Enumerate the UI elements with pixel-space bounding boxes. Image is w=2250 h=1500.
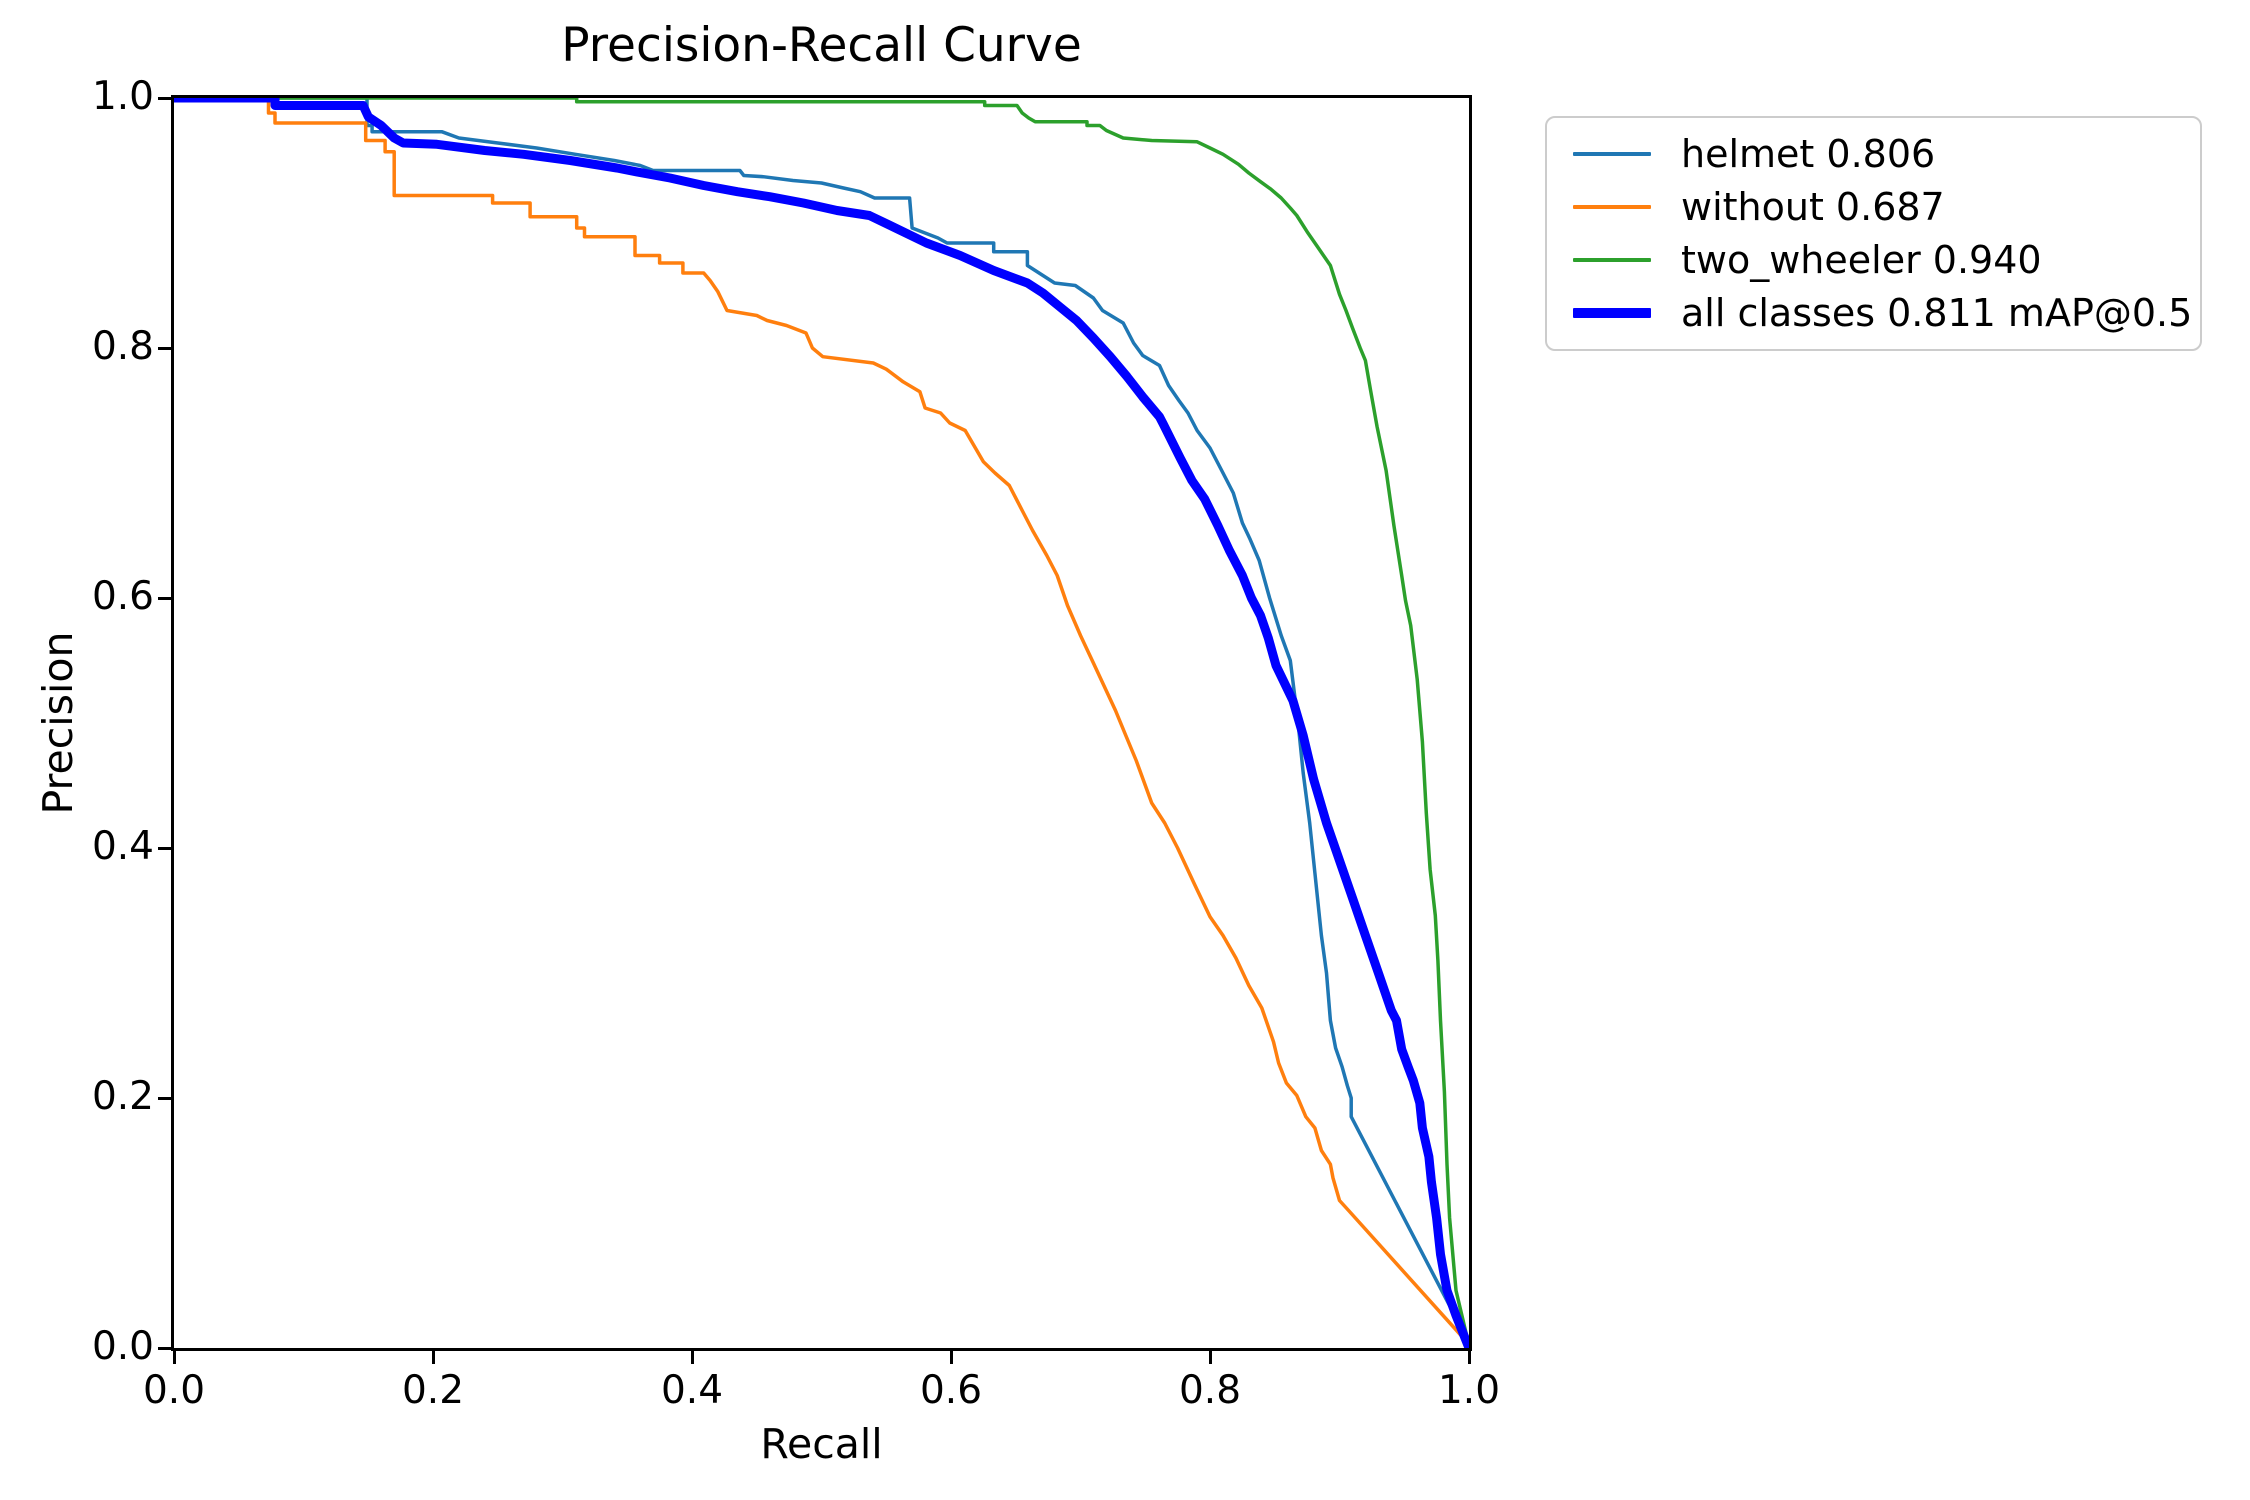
- legend-line: [1573, 205, 1651, 210]
- legend-label: without 0.687: [1681, 185, 1945, 230]
- x-tick-label: 0.2: [401, 1368, 465, 1413]
- curve-all: [174, 98, 1469, 1348]
- chart-title: Precision-Recall Curve: [561, 18, 1082, 73]
- legend-line: [1573, 257, 1651, 262]
- legend-label: two_wheeler 0.940: [1681, 237, 2042, 282]
- x-tick: [690, 1351, 694, 1364]
- legend-entry: two_wheeler 0.940: [1547, 238, 2200, 282]
- legend-label: helmet 0.806: [1681, 132, 1936, 177]
- x-tick: [172, 1351, 176, 1364]
- legend-box: helmet 0.806 without 0.687 two_wheeler 0.9…: [1545, 116, 2202, 351]
- legend-entry: without 0.687: [1547, 185, 2200, 229]
- legend-line-swatch: [1573, 307, 1651, 318]
- x-axis-label: Recall: [760, 1420, 883, 1468]
- y-tick-label: 0.6: [91, 574, 154, 619]
- curve-helmet: [174, 98, 1469, 1344]
- y-tick: [158, 1096, 171, 1100]
- curve-two_wheeler: [174, 98, 1469, 1346]
- y-tick-label: 0.2: [91, 1074, 154, 1119]
- y-tick-label: 0.0: [91, 1324, 154, 1369]
- legend-line: [1573, 152, 1651, 157]
- legend-line: [1573, 307, 1651, 318]
- curve-without: [174, 98, 1469, 1346]
- legend-label: all classes 0.811 mAP@0.5: [1681, 290, 2193, 335]
- legend-entry: helmet 0.806: [1547, 132, 2200, 176]
- y-tick: [158, 1346, 171, 1350]
- x-tick: [1467, 1351, 1471, 1364]
- x-tick-label: 0.0: [142, 1368, 206, 1413]
- legend-line-swatch: [1573, 205, 1651, 210]
- x-tick: [949, 1351, 953, 1364]
- y-tick: [158, 346, 171, 350]
- x-tick: [1208, 1351, 1212, 1364]
- y-tick: [158, 596, 171, 600]
- x-tick-label: 0.4: [660, 1368, 724, 1413]
- y-tick-label: 0.4: [91, 824, 154, 869]
- y-tick: [158, 846, 171, 850]
- y-tick: [158, 96, 171, 100]
- pr-curve-svg: [174, 98, 1469, 1348]
- legend-line-swatch: [1573, 152, 1651, 157]
- y-tick-label: 1.0: [91, 74, 154, 119]
- x-tick-label: 0.6: [919, 1368, 983, 1413]
- legend-line-swatch: [1573, 257, 1651, 262]
- x-tick-label: 0.8: [1178, 1368, 1242, 1413]
- plot-border: [171, 95, 1472, 1351]
- legend-entry: all classes 0.811 mAP@0.5: [1547, 291, 2200, 335]
- x-tick: [431, 1351, 435, 1364]
- y-tick-label: 0.8: [91, 324, 154, 369]
- x-tick-label: 1.0: [1437, 1368, 1501, 1413]
- y-axis-label: Precision: [34, 631, 82, 815]
